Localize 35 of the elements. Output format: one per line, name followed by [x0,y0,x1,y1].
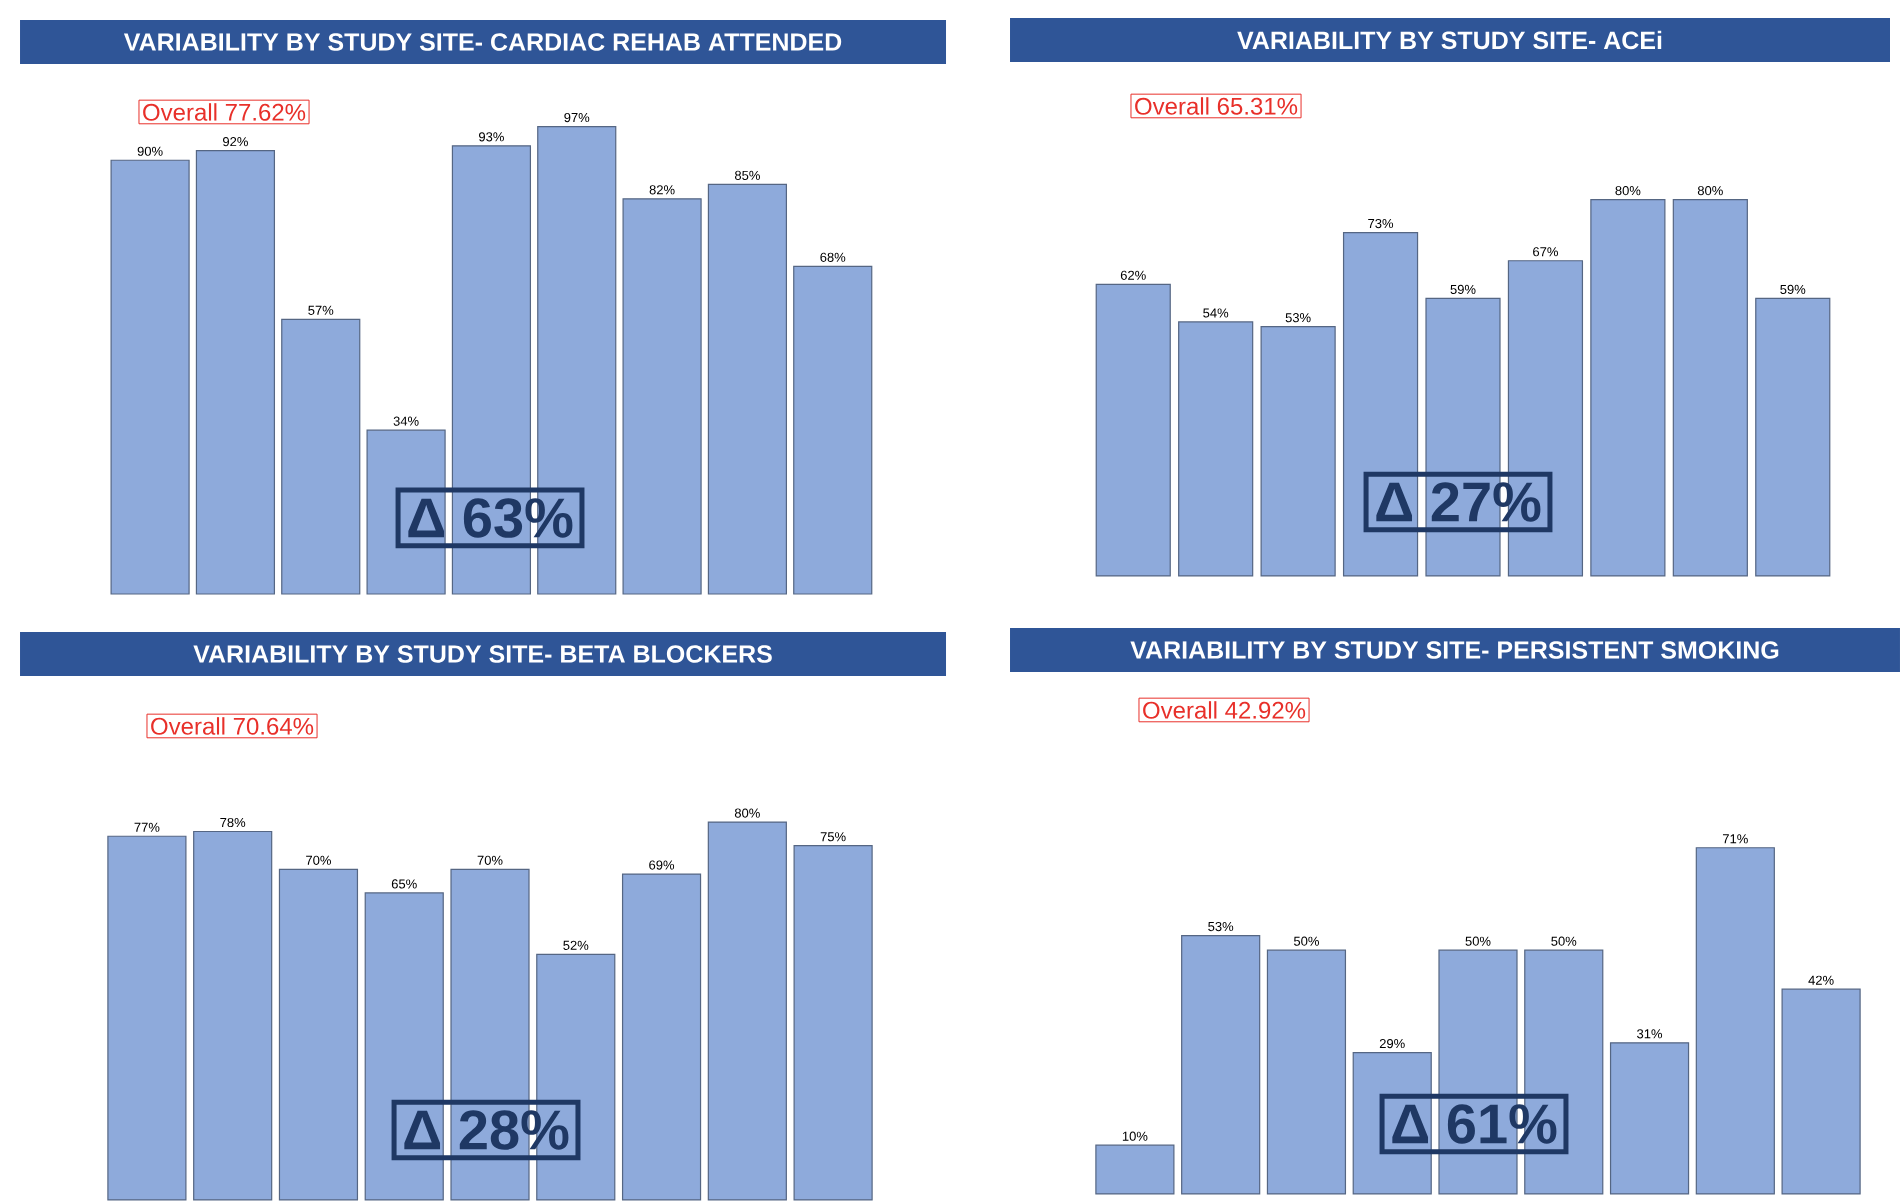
bar [1181,934,1261,1195]
bar [110,159,190,595]
text: Overall 65.31% [1135,97,1298,115]
bar [1178,321,1254,577]
bar [1266,949,1347,1195]
bar [1095,283,1171,577]
bar [1695,847,1775,1195]
bar [1590,199,1666,577]
text: Overall 70.64% [151,717,314,735]
bar [364,892,444,1201]
bar [1755,297,1831,577]
bar [193,830,273,1201]
bar [195,150,276,595]
bar [621,873,702,1201]
bar [793,845,873,1201]
text: Overall 77.62% [143,103,306,121]
bar [1342,231,1419,577]
bar [707,183,788,595]
chart-title: VARIABILITY BY STUDY SITE- CARDIAC REHAB ATTENDED [123,33,842,51]
bar [707,821,787,1201]
bar [281,318,361,595]
chart-title: VARIABILITY BY STUDY SITE- ACEi [1237,30,1662,50]
bar [1095,1144,1175,1195]
bar [366,429,446,595]
bar [1260,326,1336,577]
bar [793,265,873,595]
bar [278,868,359,1201]
text: Overall 42.92% [1143,701,1306,719]
bar [107,835,187,1201]
bar [622,198,702,595]
bar [1781,988,1861,1195]
bar [1609,1042,1690,1195]
bar [1672,199,1748,577]
chart-title: VARIABILITY BY STUDY SITE- PERSISTENT SMOKING [1130,641,1779,659]
chart-title: VARIABILITY BY STUDY SITE- BETA BLOCKERS [193,645,772,663]
